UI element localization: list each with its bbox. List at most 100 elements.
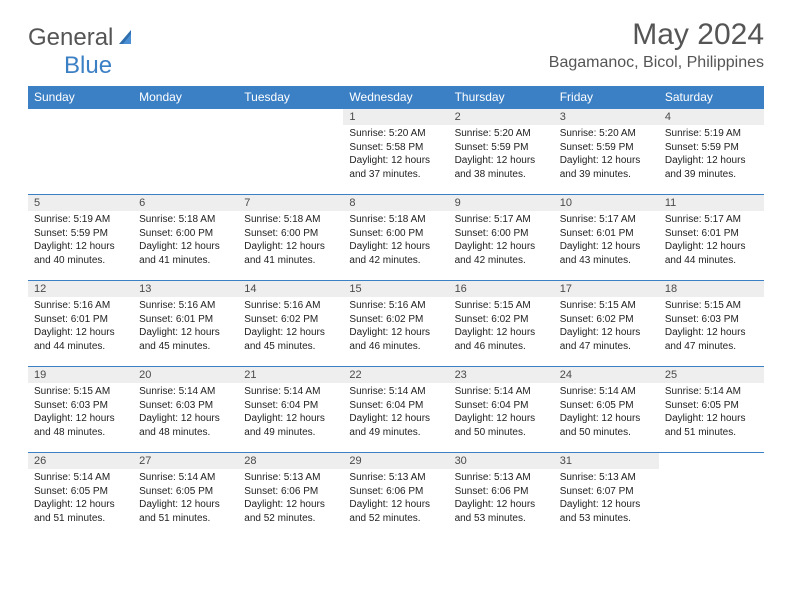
- day-details: Sunrise: 5:19 AMSunset: 5:59 PMDaylight:…: [28, 211, 133, 271]
- day-number: 6: [133, 195, 238, 211]
- day-details: Sunrise: 5:14 AMSunset: 6:05 PMDaylight:…: [133, 469, 238, 529]
- day-number: 17: [554, 281, 659, 297]
- day-number: 1: [343, 109, 448, 125]
- calendar-day-cell: 31Sunrise: 5:13 AMSunset: 6:07 PMDayligh…: [554, 453, 659, 539]
- calendar-day-cell: 30Sunrise: 5:13 AMSunset: 6:06 PMDayligh…: [449, 453, 554, 539]
- calendar-day-cell: 29Sunrise: 5:13 AMSunset: 6:06 PMDayligh…: [343, 453, 448, 539]
- day-header-row: Sunday Monday Tuesday Wednesday Thursday…: [28, 86, 764, 109]
- day-details: Sunrise: 5:14 AMSunset: 6:04 PMDaylight:…: [343, 383, 448, 443]
- day-details: Sunrise: 5:13 AMSunset: 6:06 PMDaylight:…: [238, 469, 343, 529]
- calendar-day-cell: 8Sunrise: 5:18 AMSunset: 6:00 PMDaylight…: [343, 195, 448, 281]
- day-number: 28: [238, 453, 343, 469]
- day-number: 18: [659, 281, 764, 297]
- day-number: 7: [238, 195, 343, 211]
- day-number: 24: [554, 367, 659, 383]
- calendar-day-cell: 11Sunrise: 5:17 AMSunset: 6:01 PMDayligh…: [659, 195, 764, 281]
- day-details: Sunrise: 5:16 AMSunset: 6:01 PMDaylight:…: [28, 297, 133, 357]
- day-details: Sunrise: 5:18 AMSunset: 6:00 PMDaylight:…: [343, 211, 448, 271]
- col-header-sat: Saturday: [659, 86, 764, 109]
- day-number: 30: [449, 453, 554, 469]
- day-number: 8: [343, 195, 448, 211]
- month-title: May 2024: [549, 18, 764, 52]
- calendar-day-cell: 21Sunrise: 5:14 AMSunset: 6:04 PMDayligh…: [238, 367, 343, 453]
- day-number: 11: [659, 195, 764, 211]
- day-details: Sunrise: 5:17 AMSunset: 6:01 PMDaylight:…: [659, 211, 764, 271]
- day-details: Sunrise: 5:13 AMSunset: 6:06 PMDaylight:…: [449, 469, 554, 529]
- calendar-week-row: 19Sunrise: 5:15 AMSunset: 6:03 PMDayligh…: [28, 367, 764, 453]
- day-number: 4: [659, 109, 764, 125]
- brand-logo: General: [28, 24, 139, 52]
- day-number: 13: [133, 281, 238, 297]
- day-number: 5: [28, 195, 133, 211]
- calendar-day-cell: 23Sunrise: 5:14 AMSunset: 6:04 PMDayligh…: [449, 367, 554, 453]
- calendar-day-cell: 18Sunrise: 5:15 AMSunset: 6:03 PMDayligh…: [659, 281, 764, 367]
- day-details: Sunrise: 5:20 AMSunset: 5:58 PMDaylight:…: [343, 125, 448, 185]
- day-number: 27: [133, 453, 238, 469]
- calendar-day-cell: .: [238, 109, 343, 195]
- day-number: 25: [659, 367, 764, 383]
- day-number: 9: [449, 195, 554, 211]
- sail-icon: [117, 26, 137, 51]
- day-details: Sunrise: 5:14 AMSunset: 6:05 PMDaylight:…: [28, 469, 133, 529]
- col-header-thu: Thursday: [449, 86, 554, 109]
- col-header-sun: Sunday: [28, 86, 133, 109]
- day-number: 29: [343, 453, 448, 469]
- day-number: 19: [28, 367, 133, 383]
- calendar-week-row: 5Sunrise: 5:19 AMSunset: 5:59 PMDaylight…: [28, 195, 764, 281]
- location-text: Bagamanoc, Bicol, Philippines: [549, 54, 764, 72]
- calendar-week-row: 26Sunrise: 5:14 AMSunset: 6:05 PMDayligh…: [28, 453, 764, 539]
- day-details: Sunrise: 5:19 AMSunset: 5:59 PMDaylight:…: [659, 125, 764, 185]
- calendar-day-cell: 12Sunrise: 5:16 AMSunset: 6:01 PMDayligh…: [28, 281, 133, 367]
- col-header-tue: Tuesday: [238, 86, 343, 109]
- calendar-day-cell: 26Sunrise: 5:14 AMSunset: 6:05 PMDayligh…: [28, 453, 133, 539]
- title-block: May 2024 Bagamanoc, Bicol, Philippines: [549, 18, 764, 72]
- calendar-day-cell: 9Sunrise: 5:17 AMSunset: 6:00 PMDaylight…: [449, 195, 554, 281]
- day-details: Sunrise: 5:15 AMSunset: 6:03 PMDaylight:…: [28, 383, 133, 443]
- day-details: Sunrise: 5:17 AMSunset: 6:00 PMDaylight:…: [449, 211, 554, 271]
- calendar-day-cell: 22Sunrise: 5:14 AMSunset: 6:04 PMDayligh…: [343, 367, 448, 453]
- calendar-day-cell: .: [133, 109, 238, 195]
- day-details: Sunrise: 5:14 AMSunset: 6:05 PMDaylight:…: [554, 383, 659, 443]
- day-details: Sunrise: 5:20 AMSunset: 5:59 PMDaylight:…: [449, 125, 554, 185]
- day-details: Sunrise: 5:15 AMSunset: 6:02 PMDaylight:…: [554, 297, 659, 357]
- day-number: 15: [343, 281, 448, 297]
- day-details: Sunrise: 5:14 AMSunset: 6:03 PMDaylight:…: [133, 383, 238, 443]
- day-details: Sunrise: 5:14 AMSunset: 6:04 PMDaylight:…: [449, 383, 554, 443]
- calendar-day-cell: 1Sunrise: 5:20 AMSunset: 5:58 PMDaylight…: [343, 109, 448, 195]
- calendar-day-cell: 24Sunrise: 5:14 AMSunset: 6:05 PMDayligh…: [554, 367, 659, 453]
- calendar-day-cell: 10Sunrise: 5:17 AMSunset: 6:01 PMDayligh…: [554, 195, 659, 281]
- brand-part1: General: [28, 24, 113, 52]
- calendar-day-cell: 4Sunrise: 5:19 AMSunset: 5:59 PMDaylight…: [659, 109, 764, 195]
- calendar-day-cell: 13Sunrise: 5:16 AMSunset: 6:01 PMDayligh…: [133, 281, 238, 367]
- day-number: 22: [343, 367, 448, 383]
- brand-part2: Blue: [64, 52, 112, 80]
- day-number: 26: [28, 453, 133, 469]
- calendar-day-cell: 17Sunrise: 5:15 AMSunset: 6:02 PMDayligh…: [554, 281, 659, 367]
- day-number: 10: [554, 195, 659, 211]
- calendar-day-cell: 2Sunrise: 5:20 AMSunset: 5:59 PMDaylight…: [449, 109, 554, 195]
- calendar-table: Sunday Monday Tuesday Wednesday Thursday…: [28, 86, 764, 539]
- day-number: 31: [554, 453, 659, 469]
- calendar-day-cell: 27Sunrise: 5:14 AMSunset: 6:05 PMDayligh…: [133, 453, 238, 539]
- day-details: Sunrise: 5:13 AMSunset: 6:06 PMDaylight:…: [343, 469, 448, 529]
- col-header-wed: Wednesday: [343, 86, 448, 109]
- calendar-day-cell: 25Sunrise: 5:14 AMSunset: 6:05 PMDayligh…: [659, 367, 764, 453]
- day-number: 20: [133, 367, 238, 383]
- calendar-week-row: 12Sunrise: 5:16 AMSunset: 6:01 PMDayligh…: [28, 281, 764, 367]
- day-number: 23: [449, 367, 554, 383]
- col-header-fri: Friday: [554, 86, 659, 109]
- calendar-day-cell: 15Sunrise: 5:16 AMSunset: 6:02 PMDayligh…: [343, 281, 448, 367]
- day-number: 3: [554, 109, 659, 125]
- calendar-day-cell: .: [659, 453, 764, 539]
- calendar-day-cell: 19Sunrise: 5:15 AMSunset: 6:03 PMDayligh…: [28, 367, 133, 453]
- calendar-week-row: ...1Sunrise: 5:20 AMSunset: 5:58 PMDayli…: [28, 109, 764, 195]
- day-details: Sunrise: 5:18 AMSunset: 6:00 PMDaylight:…: [133, 211, 238, 271]
- calendar-day-cell: 3Sunrise: 5:20 AMSunset: 5:59 PMDaylight…: [554, 109, 659, 195]
- calendar-day-cell: 7Sunrise: 5:18 AMSunset: 6:00 PMDaylight…: [238, 195, 343, 281]
- day-details: Sunrise: 5:16 AMSunset: 6:02 PMDaylight:…: [343, 297, 448, 357]
- day-details: Sunrise: 5:16 AMSunset: 6:02 PMDaylight:…: [238, 297, 343, 357]
- calendar-day-cell: 6Sunrise: 5:18 AMSunset: 6:00 PMDaylight…: [133, 195, 238, 281]
- day-details: Sunrise: 5:14 AMSunset: 6:05 PMDaylight:…: [659, 383, 764, 443]
- calendar-page: General May 2024 Bagamanoc, Bicol, Phili…: [0, 0, 792, 557]
- calendar-day-cell: .: [28, 109, 133, 195]
